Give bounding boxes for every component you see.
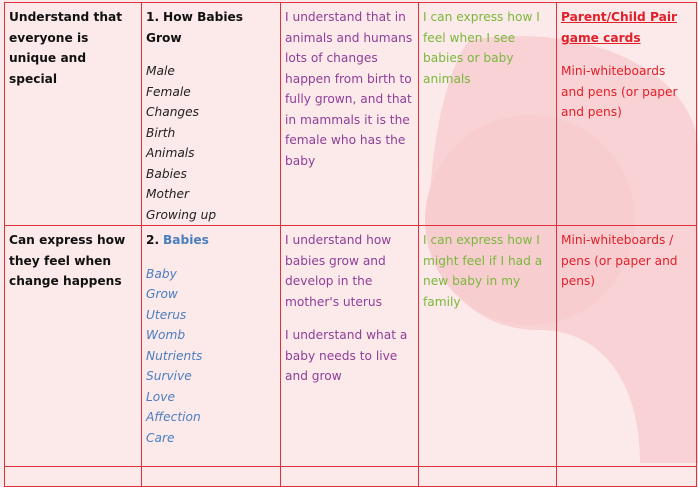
cell: Understand that everyone is unique and s… (4, 2, 142, 226)
table-row: Understand that everyone is unique and s… (4, 2, 697, 226)
cell (280, 466, 419, 487)
lesson-heading: 2. Babies (146, 230, 276, 251)
vocab-word: Womb (146, 328, 186, 342)
vocab-word: Survive (146, 369, 192, 383)
vocab-word: Love (146, 389, 175, 404)
table-row: Can express how they feel when change ha… (4, 225, 697, 467)
vocab-word: Baby (146, 266, 177, 281)
lesson-title: Babies (163, 233, 209, 247)
vocab-word: Affection (146, 410, 201, 424)
vocab-word: Babies (146, 166, 187, 181)
skill-text: Understand that everyone is unique and s… (9, 10, 123, 86)
vocab-word: Growing up (146, 207, 217, 222)
cell: 1. How Babies Grow Male Female Changes Birth… (141, 2, 281, 226)
cell: Mini-whiteboards / pens (or paper and pe… (556, 225, 697, 467)
vocab-word: Female (146, 84, 191, 99)
vocab-word: Animals (146, 146, 195, 160)
vocab-word: Grow (146, 287, 178, 301)
feelings-text: I can express how I feel when I see babi… (423, 10, 540, 86)
learning-text: I understand how babies grow and develop… (285, 233, 392, 309)
resource-text: Parent/Child Pair game cards (561, 10, 678, 45)
table-row (4, 466, 697, 487)
lesson-number: 1. (146, 10, 160, 24)
cell: Can express how they feel when change ha… (4, 225, 142, 467)
cell (4, 466, 142, 487)
lesson-heading: 1. How Babies Grow (146, 7, 276, 48)
cell (556, 466, 697, 487)
vocab-word: Birth (146, 125, 176, 140)
skill-text: Can express how they feel when change ha… (9, 233, 126, 288)
vocab-word: Mother (146, 187, 189, 201)
cell: 2. Babies Baby Grow Uterus Womb Nutrients Surv… (141, 225, 281, 467)
cell: I understand that in animals and humans … (280, 2, 419, 226)
vocab-word: Changes (146, 105, 200, 119)
learning-text: I understand that in animals and humans … (285, 10, 413, 168)
resource-text: Mini-whiteboards and pens (or paper and … (561, 64, 678, 119)
resource-text: Mini-whiteboards / pens (or paper and pe… (561, 233, 678, 288)
vocab-word: Care (146, 430, 175, 445)
feelings-text: I can express how I might feel if I had … (423, 233, 543, 309)
learning-text: I understand what a baby needs to live a… (285, 328, 408, 383)
lesson-number: 2. (146, 233, 160, 247)
cell (141, 466, 281, 487)
vocab-word: Nutrients (146, 348, 203, 363)
vocab-word: Male (146, 64, 175, 78)
cell: I can express how I might feel if I had … (418, 225, 557, 467)
cell: I can express how I feel when I see babi… (418, 2, 557, 226)
lesson-title: How Babies Grow (146, 10, 244, 45)
page: Understand that everyone is unique and s… (4, 2, 698, 487)
cell: Parent/Child Pair game cards Mini-whitebo… (556, 2, 697, 226)
cell (418, 466, 557, 487)
cell: I understand how babies grow and develop… (280, 225, 419, 467)
vocab-word: Uterus (146, 307, 187, 322)
lesson-table: Understand that everyone is unique and s… (4, 2, 697, 487)
